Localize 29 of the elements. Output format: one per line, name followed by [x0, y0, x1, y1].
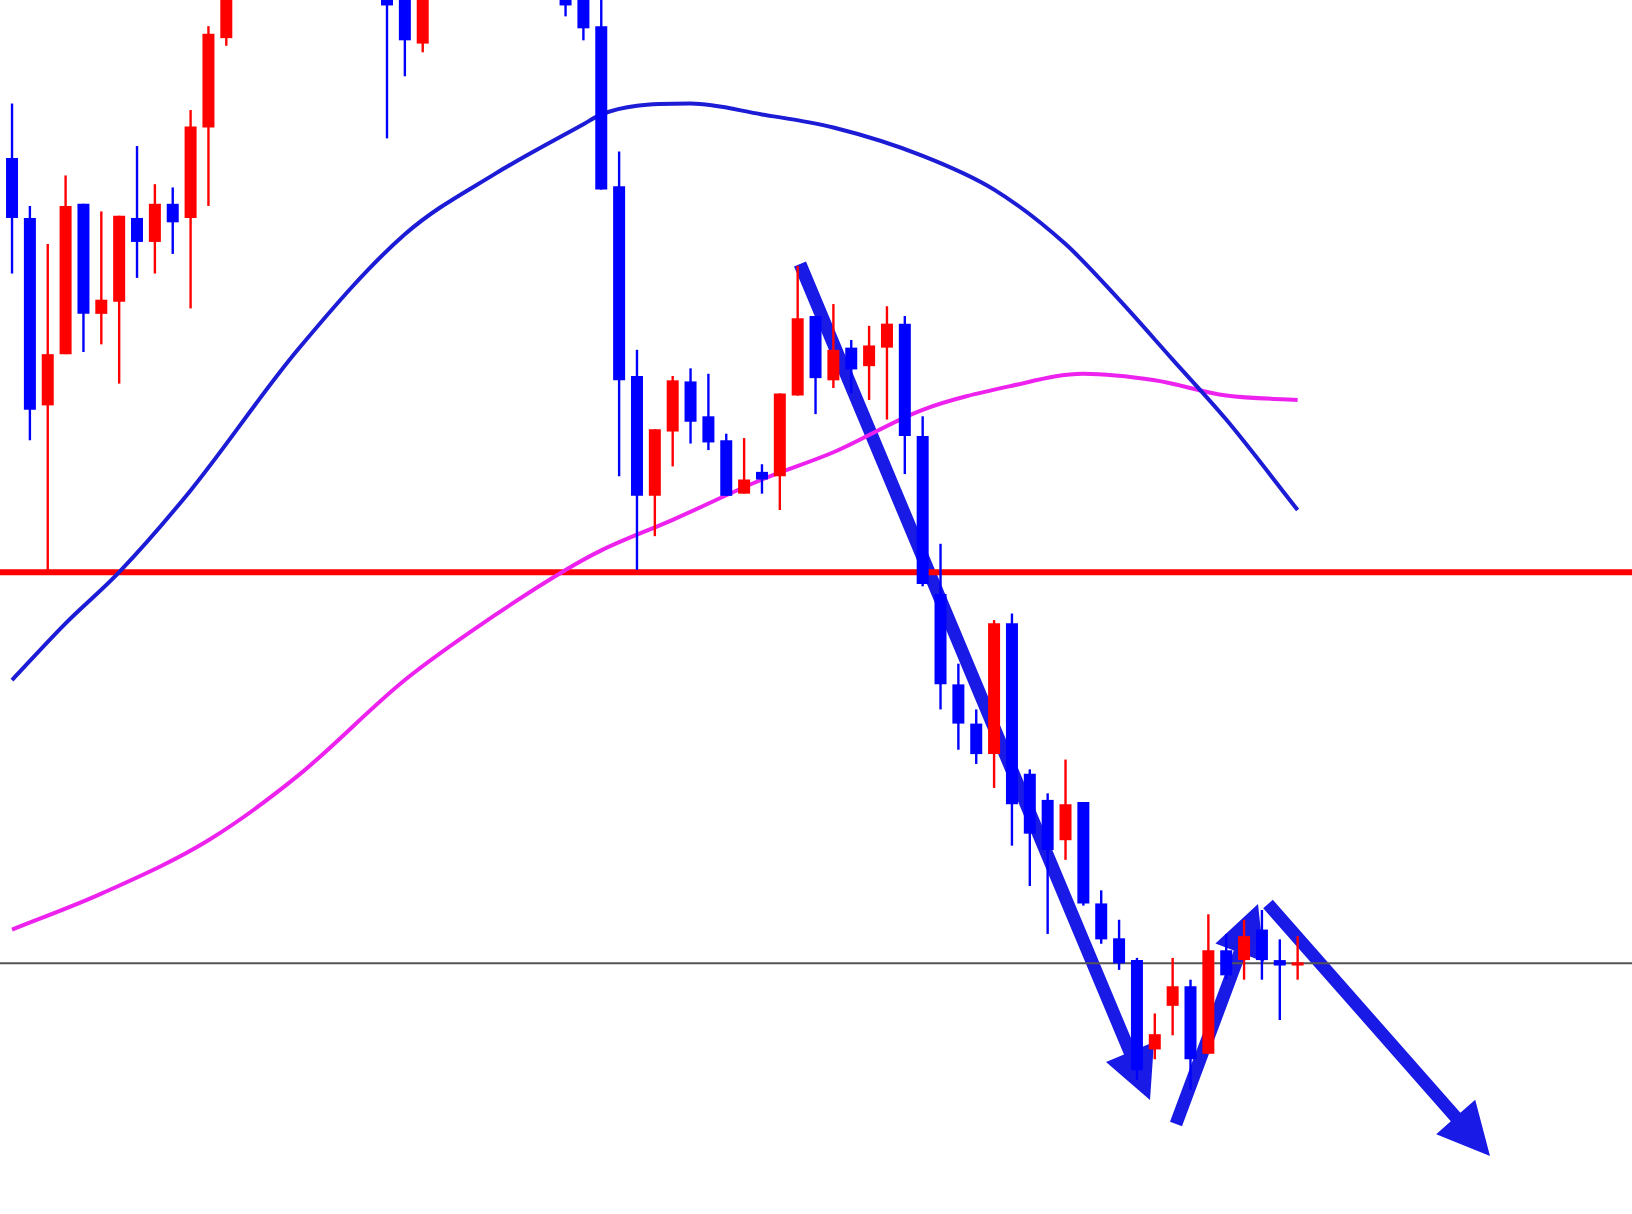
- candlestick: [755, 463, 768, 495]
- candlestick: [1291, 934, 1304, 981]
- candlestick: [1273, 938, 1286, 1022]
- candlestick: [381, 0, 393, 140]
- candlestick: [1166, 956, 1179, 1037]
- candlestick: [1059, 758, 1072, 862]
- candlestick: [880, 305, 893, 421]
- candlestick: [827, 302, 840, 390]
- candlestick: [1220, 932, 1233, 981]
- candlestick: [738, 436, 751, 495]
- candlestick: [845, 338, 858, 395]
- candlestick: [577, 0, 590, 42]
- candlestick: [1238, 918, 1251, 981]
- candlestick: [952, 662, 965, 751]
- candlestick: [1095, 889, 1108, 945]
- candlestick: [1148, 1012, 1161, 1061]
- candlestick: [131, 144, 144, 280]
- candlestick: [416, 0, 429, 54]
- candlestick: [1255, 908, 1268, 981]
- candlestick: [970, 708, 983, 766]
- candlestick: [398, 0, 411, 78]
- candlestick: [702, 372, 715, 452]
- candlestick: [166, 186, 179, 256]
- candlestick: [863, 324, 876, 402]
- candlestick: [220, 0, 233, 47]
- candlestick: [95, 210, 108, 346]
- candlestick: [148, 182, 161, 275]
- candlestick: [684, 367, 697, 445]
- candlestick: [1113, 918, 1126, 972]
